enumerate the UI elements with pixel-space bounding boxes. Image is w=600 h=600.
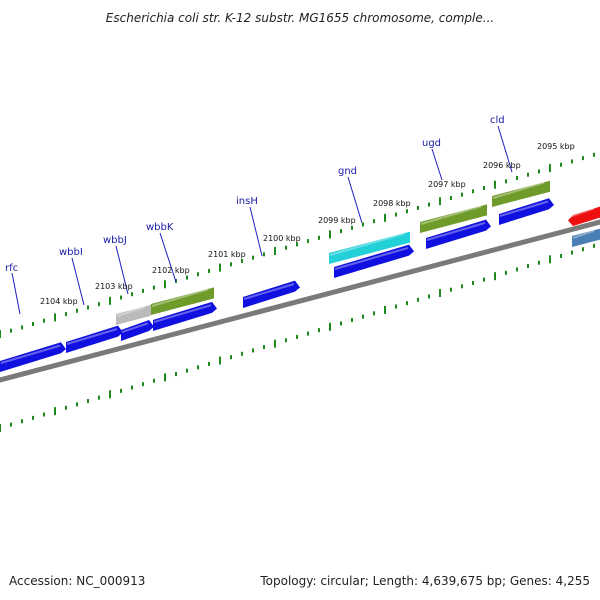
chromosome-backbone [0,219,600,383]
gene-ugd-highlight [426,221,486,241]
gene-wbbI-highlight [66,328,118,345]
gene-label-wbbJ[interactable]: wbbJ [103,235,127,246]
gene-label-wbbI[interactable]: wbbI [59,247,83,258]
feature-red [568,206,600,226]
gene-wbbI [66,325,123,353]
gene-insH-highlight [243,283,295,300]
kbp-label-2095: 2095 kbp [537,142,575,151]
leader-line [431,148,443,181]
gene-label-rfc[interactable]: rfc [5,263,18,274]
feature-steel-highlight [572,229,595,239]
leader-line [71,257,85,306]
feature-green-3 [492,180,550,207]
leader-line [11,272,21,315]
leader-line [159,232,177,283]
gene-label-cld[interactable]: cld [490,115,505,126]
leader-line [497,125,513,173]
leader-line [115,245,129,295]
feature-green-1 [151,287,214,315]
feature-green-2-highlight [420,205,482,225]
feature-cyan-highlight [329,232,405,256]
gene-label-gnd[interactable]: gnd [338,166,357,177]
feature-red-highlight [568,207,595,218]
gene-label-insH[interactable]: insH [236,196,258,207]
gene-wbbK [153,301,217,331]
feature-gray [116,304,151,325]
kbp-label-2097: 2097 kbp [428,180,466,189]
gene-gnd [334,244,414,278]
feature-green-1-highlight [151,288,209,307]
topology-summary: Topology: circular; Length: 4,639,675 bp… [260,574,590,588]
feature-gray-highlight [116,305,146,317]
label-leader-lines [11,125,513,315]
kbp-label-2101: 2101 kbp [208,250,246,259]
kbp-label-2102: 2102 kbp [152,266,190,275]
gene-ugd [426,219,491,249]
feature-green-3-highlight [492,181,545,199]
gene-rfc [0,342,66,372]
feature-steel [572,228,600,247]
kbp-label-2104: 2104 kbp [40,297,78,306]
gene-wbbJ-highlight [121,322,149,333]
gene-wbbJ [121,319,154,341]
gene-gnd-highlight [334,246,409,270]
kbp-label-2098: 2098 kbp [373,199,411,208]
outer-tick-track [0,152,595,338]
kbp-label-2103: 2103 kbp [95,282,133,291]
map-title: Escherichia coli str. K-12 substr. MG165… [105,11,495,25]
gene-label-ugd[interactable]: ugd [422,138,441,149]
feature-track [0,180,600,372]
gene-cld-highlight [499,200,549,217]
feature-cyan [329,231,410,264]
gene-insH [243,280,300,308]
accession-text: Accession: NC_000913 [9,574,146,588]
kbp-label-2100: 2100 kbp [263,234,301,243]
gene-label-wbbK[interactable]: wbbK [146,222,174,233]
gene-cld [499,198,554,225]
inner-tick-track [0,243,595,432]
leader-line [347,176,363,224]
kbp-label-2096: 2096 kbp [483,161,521,170]
kbp-label-2099: 2099 kbp [318,216,356,225]
gene-rfc-highlight [0,344,61,364]
gene-wbbK-highlight [153,304,212,323]
feature-green-2 [420,204,487,233]
leader-line [249,206,263,257]
